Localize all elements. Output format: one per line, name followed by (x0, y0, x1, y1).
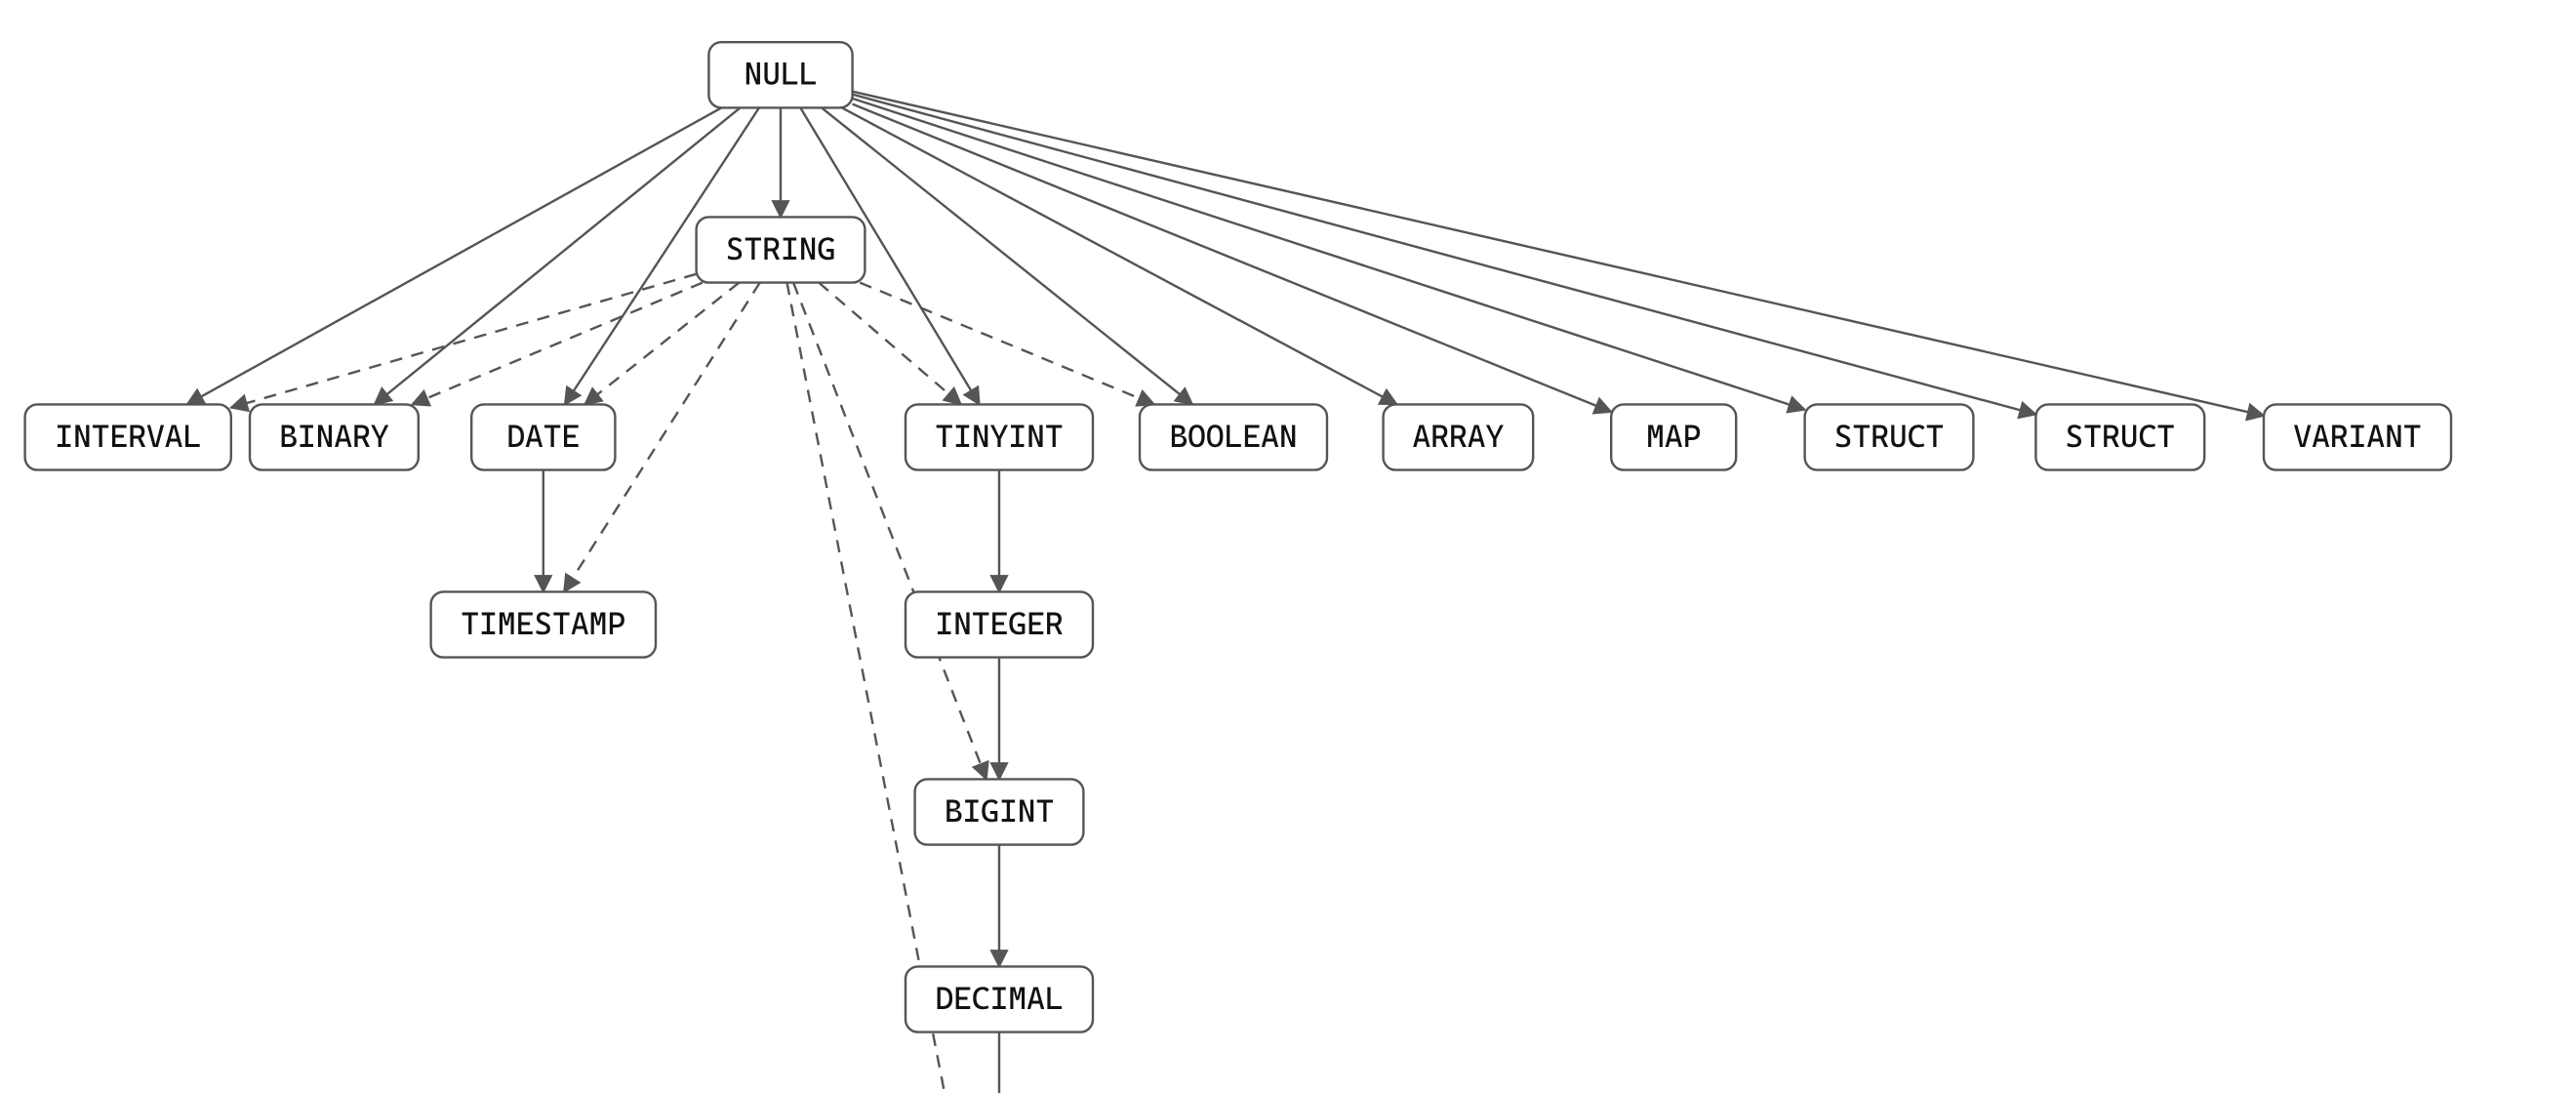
node-label: BIGINT (945, 792, 1055, 830)
edge-string-to-bigint (793, 283, 986, 780)
node-date: DATE (471, 404, 615, 469)
node-binary: BINARY (250, 404, 419, 469)
node-string: STRING (697, 217, 865, 282)
diagram-canvas: NULL STRING INTERVAL BINARY DATE TINYINT BOOLE… (0, 0, 2576, 1093)
node-decimal: DECIMAL (906, 966, 1093, 1032)
edge-string-to-boolean (860, 283, 1154, 405)
edge-null-to-struct2 (853, 95, 2036, 415)
node-array: ARRAY (1384, 404, 1534, 469)
node-interval: INTERVAL (25, 404, 231, 469)
node-label: BOOLEAN (1169, 418, 1297, 455)
node-label: DATE (506, 418, 580, 455)
edge-null-to-struct1 (853, 99, 1805, 410)
edge-null-to-map (853, 104, 1612, 412)
edge-string-to-tinyint (819, 283, 961, 405)
node-struct1: STRUCT (1805, 404, 1974, 469)
node-label: STRUCT (1834, 418, 1945, 455)
node-variant: VARIANT (2264, 404, 2451, 469)
edge-null-to-binary (375, 107, 741, 404)
node-label: TIMESTAMP (461, 605, 625, 642)
node-label: DECIMAL (935, 980, 1063, 1017)
node-integer: INTEGER (906, 591, 1093, 657)
node-label: ARRAY (1413, 418, 1505, 455)
node-null: NULL (708, 42, 852, 107)
node-timestamp: TIMESTAMP (431, 591, 656, 657)
node-label: VARIANT (2293, 418, 2421, 455)
node-label: INTEGER (935, 605, 1063, 642)
node-label: TINYINT (935, 418, 1063, 455)
node-label: INTERVAL (55, 418, 201, 455)
node-label: BINARY (279, 418, 389, 455)
node-label: STRING (726, 230, 836, 267)
node-label: MAP (1646, 418, 1701, 455)
edge-null-to-boolean (822, 107, 1192, 404)
node-tinyint: TINYINT (906, 404, 1093, 469)
node-label: NULL (745, 56, 818, 93)
node-label: STRUCT (2066, 418, 2176, 455)
node-bigint: BIGINT (915, 779, 1084, 844)
type-hierarchy-diagram: NULL STRING INTERVAL BINARY DATE TINYINT BOOLE… (0, 0, 2576, 1093)
node-struct2: STRUCT (2035, 404, 2204, 469)
node-map: MAP (1611, 404, 1736, 469)
node-boolean: BOOLEAN (1140, 404, 1327, 469)
edge-null-to-interval (187, 107, 722, 404)
